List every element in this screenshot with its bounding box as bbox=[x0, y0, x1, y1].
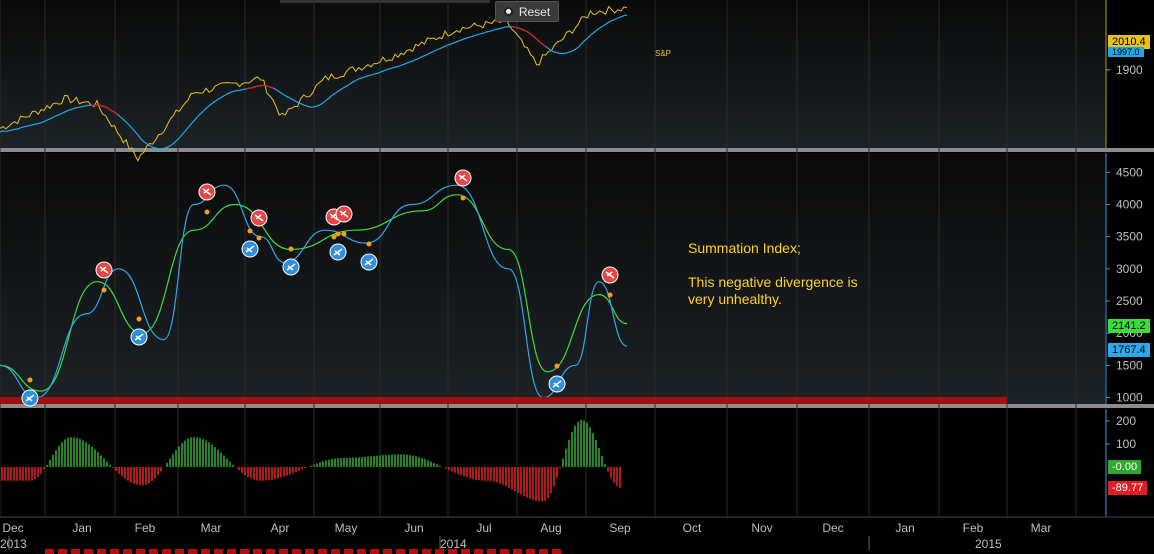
month-label-6: Jun bbox=[404, 521, 423, 535]
buy-signal-dot-6 bbox=[554, 363, 560, 369]
buy-signal-dot-3 bbox=[288, 246, 294, 252]
sell-signal-dot-6 bbox=[607, 292, 613, 298]
buy-signal-dot-1 bbox=[136, 316, 142, 322]
annotation-line-3: very unhealthy. bbox=[688, 291, 782, 307]
reset-label: Reset bbox=[518, 4, 551, 19]
buy-signal-glyph-3 bbox=[286, 263, 296, 271]
top-tick-label: 1900 bbox=[1116, 63, 1143, 77]
ma-down-segment-1 bbox=[245, 84, 274, 90]
month-label-8: Aug bbox=[540, 521, 561, 535]
mid-tick-label-1500: 1500 bbox=[1116, 358, 1143, 372]
ma-down-segment-2 bbox=[512, 26, 546, 47]
separator-top bbox=[0, 148, 1154, 152]
middle-panel-bg bbox=[0, 153, 1105, 404]
ma-down-segment-0 bbox=[91, 104, 118, 115]
summation-slow-line bbox=[0, 194, 628, 392]
hist-last-tag: -89.77 bbox=[1108, 481, 1148, 495]
sell-signal-dot-0 bbox=[101, 287, 107, 293]
buy-signal-dot-5 bbox=[366, 241, 372, 247]
buy-signal-glyph-4 bbox=[333, 248, 343, 256]
sp-price-line bbox=[0, 5, 628, 162]
sell-signal-glyph-1 bbox=[202, 188, 212, 196]
sell-signal-glyph-2 bbox=[254, 214, 264, 222]
annotation-line-1: Summation Index; bbox=[688, 240, 801, 256]
buy-signal-glyph-2 bbox=[245, 245, 255, 253]
summation-slow-tag: 2141.2 bbox=[1108, 319, 1150, 333]
series-label-sp: S&P bbox=[655, 49, 672, 58]
sell-signal-glyph-5 bbox=[458, 174, 468, 182]
summation-fast-tag: 1767.4 bbox=[1108, 343, 1150, 357]
annotation-text: Summation Index; This negative divergenc… bbox=[688, 240, 858, 308]
hist-tick-label-200: 200 bbox=[1116, 414, 1136, 428]
month-label-15: Mar bbox=[1031, 521, 1052, 535]
month-label-4: Apr bbox=[271, 521, 290, 535]
summation-fast-line bbox=[0, 184, 628, 399]
buy-signal-glyph-0 bbox=[25, 394, 35, 402]
month-label-12: Dec bbox=[822, 521, 843, 535]
bottom-panel-bg bbox=[0, 409, 1105, 517]
month-label-1: Jan bbox=[72, 521, 91, 535]
top-panel-bg bbox=[0, 0, 1105, 148]
annotation-line-2: This negative divergence is bbox=[688, 274, 858, 290]
month-label-3: Mar bbox=[201, 521, 222, 535]
mid-tick-label-4000: 4000 bbox=[1116, 197, 1143, 211]
reset-button[interactable]: Reset bbox=[495, 1, 559, 22]
mid-tick-label-3500: 3500 bbox=[1116, 230, 1143, 244]
buy-signal-glyph-1 bbox=[134, 333, 144, 341]
ma-last-tag: 1997.0 bbox=[1108, 47, 1144, 57]
year-label-1: 2014 bbox=[440, 537, 467, 551]
sell-signal-glyph-4 bbox=[339, 210, 349, 218]
sell-signal-dot-1 bbox=[204, 209, 210, 215]
month-label-7: Jul bbox=[476, 521, 491, 535]
summation-floor-band bbox=[0, 397, 1007, 404]
sell-signal-dot-5 bbox=[460, 195, 466, 201]
buy-signal-glyph-6 bbox=[552, 380, 562, 388]
month-label-9: Sep bbox=[609, 521, 631, 535]
buy-signal-dot-2 bbox=[247, 228, 253, 234]
sell-signal-dot-3 bbox=[331, 234, 337, 240]
month-label-10: Oct bbox=[683, 521, 702, 535]
top-tabbar bbox=[280, 0, 490, 3]
price-last-tag: 2010.4 bbox=[1108, 35, 1150, 49]
year-label-2: 2015 bbox=[975, 537, 1002, 551]
hist-zero-tag: -0.00 bbox=[1108, 460, 1142, 474]
buy-signal-glyph-5 bbox=[364, 258, 374, 266]
mid-tick-label-3000: 3000 bbox=[1116, 262, 1143, 276]
buy-signal-dot-4 bbox=[335, 231, 341, 237]
year-label-0: 2013 bbox=[0, 537, 27, 551]
month-label-2: Feb bbox=[135, 521, 156, 535]
mid-tick-label-1000: 1000 bbox=[1116, 391, 1143, 405]
sell-signal-glyph-3 bbox=[329, 213, 339, 221]
mid-tick-label-4500: 4500 bbox=[1116, 165, 1143, 179]
month-label-0: Dec bbox=[2, 521, 23, 535]
mid-tick-label-2500: 2500 bbox=[1116, 294, 1143, 308]
sell-signal-glyph-0 bbox=[99, 266, 109, 274]
month-label-13: Jan bbox=[895, 521, 914, 535]
footer-red-strip bbox=[45, 549, 565, 554]
sell-signal-glyph-6 bbox=[605, 271, 615, 279]
hist-tick-label-100: 100 bbox=[1116, 437, 1136, 451]
month-label-14: Feb bbox=[963, 521, 984, 535]
buy-signal-dot-0 bbox=[27, 377, 33, 383]
month-label-5: May bbox=[335, 521, 358, 535]
month-label-11: Nov bbox=[751, 521, 772, 535]
reset-radio-icon bbox=[503, 7, 513, 16]
separator-bottom bbox=[0, 404, 1154, 408]
sell-signal-dot-2 bbox=[256, 235, 262, 241]
sell-signal-dot-4 bbox=[341, 231, 347, 237]
